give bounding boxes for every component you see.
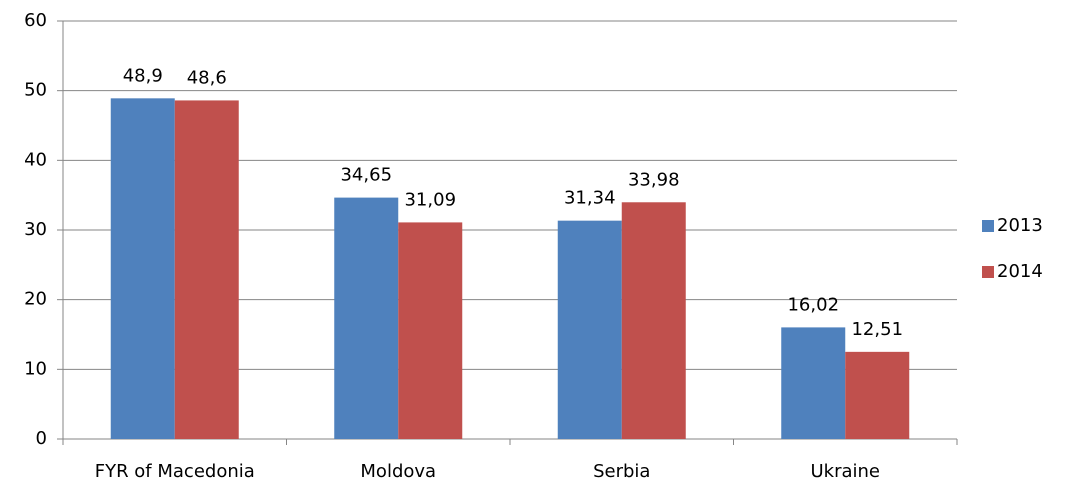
bar [398,222,463,439]
value-label: 31,34 [564,188,616,209]
y-tick-label: 30 [24,219,47,240]
legend-label: 2014 [997,261,1043,282]
legend-label: 2013 [997,215,1043,236]
bar [781,327,846,439]
y-tick-label: 20 [24,289,47,310]
legend-swatch [982,220,994,232]
value-label: 12,51 [851,319,903,340]
value-label: 48,6 [187,67,227,88]
x-tick-label: FYR of Macedonia [95,461,255,482]
x-tick-label: Serbia [593,461,650,482]
value-label: 16,02 [787,294,839,315]
value-label: 33,98 [628,169,680,190]
y-tick-label: 50 [24,80,47,101]
bar [621,202,686,439]
value-label: 48,9 [123,65,163,86]
x-tick-label: Moldova [360,461,436,482]
value-label: 34,65 [340,165,392,186]
bar [845,351,910,439]
legend-swatch [982,266,994,278]
bar [334,197,399,439]
y-tick-label: 60 [24,10,47,31]
bar [110,98,175,439]
x-tick-label: Ukraine [810,461,880,482]
bar [557,220,622,439]
y-tick-label: 0 [36,428,47,449]
y-tick-label: 40 [24,149,47,170]
value-label: 31,09 [404,189,456,210]
bar [174,100,239,440]
y-tick-label: 10 [24,358,47,379]
